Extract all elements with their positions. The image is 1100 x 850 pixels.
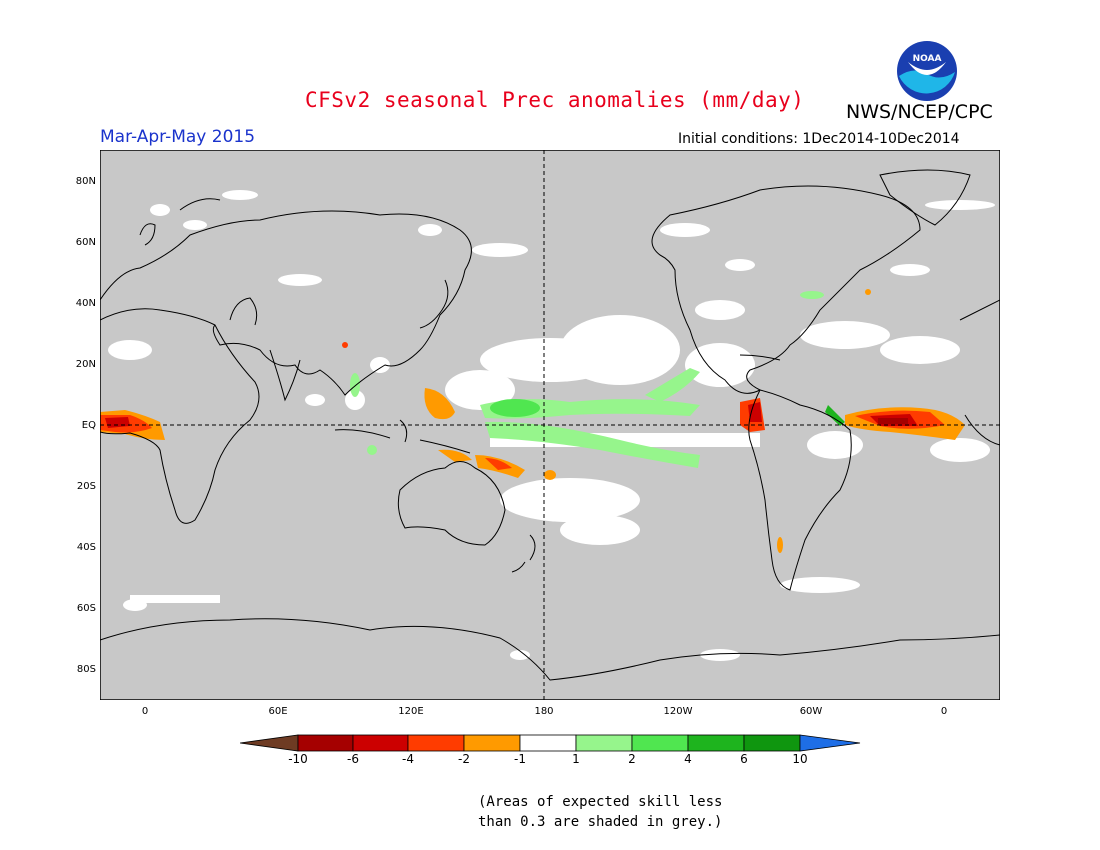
colorbar-label: 10 (792, 752, 808, 766)
lon-tick-60e: 60E (268, 706, 288, 717)
skill-note: (Areas of expected skill less than 0.3 a… (478, 792, 722, 832)
skill-note-line1: (Areas of expected skill less (478, 794, 723, 810)
colorbar (240, 734, 861, 752)
lon-tick-180: 180 (534, 706, 554, 717)
lon-tick-120e: 120E (398, 706, 424, 717)
lat-tick-80s: 80S (76, 664, 96, 675)
logo-text: NOAA (913, 54, 942, 64)
colorbar-label: 4 (684, 752, 692, 766)
lat-tick-60n: 60N (75, 237, 96, 248)
colorbar-label: -2 (458, 752, 470, 766)
colorbar-label: 1 (572, 752, 580, 766)
colorbar-label: -1 (514, 752, 526, 766)
positive-anomalies (350, 291, 845, 468)
white-patches (108, 190, 995, 661)
lat-tick-40n: 40N (75, 298, 96, 309)
lon-tick-120w: 120W (663, 706, 693, 717)
lat-tick-60s: 60S (76, 603, 96, 614)
agency-label: NWS/NCEP/CPC (846, 101, 993, 123)
season-label: Mar-Apr-May 2015 (100, 127, 256, 147)
colorbar-arrow-left (240, 734, 299, 752)
initial-conditions-label: Initial conditions: 1Dec2014-10Dec2014 (678, 131, 960, 147)
colorbar-label: -10 (288, 752, 308, 766)
precip-anomaly-map (100, 150, 1000, 700)
colorbar-label: -4 (402, 752, 414, 766)
colorbar-label: 6 (740, 752, 748, 766)
lat-tick-20n: 20N (75, 359, 96, 370)
negative-anomalies (100, 289, 965, 553)
colorbar-label: -6 (347, 752, 359, 766)
lat-tick-40s: 40S (76, 542, 96, 553)
chart-title: CFSv2 seasonal Prec anomalies (mm/day) (305, 88, 805, 112)
skill-note-line2: than 0.3 are shaded in grey.) (478, 814, 723, 830)
lon-tick-0: 0 (141, 706, 149, 717)
noaa-logo: NOAA (897, 41, 957, 101)
lon-tick-60w: 60W (799, 706, 823, 717)
lat-tick-eq: EQ (81, 420, 96, 431)
colorbar-label: 2 (628, 752, 636, 766)
lat-tick-20s: 20S (76, 481, 96, 492)
coastlines (100, 169, 1000, 681)
colorbar-arrow-right (799, 734, 861, 752)
lat-tick-80n: 80N (75, 176, 96, 187)
lon-tick-0-east: 0 (940, 706, 948, 717)
